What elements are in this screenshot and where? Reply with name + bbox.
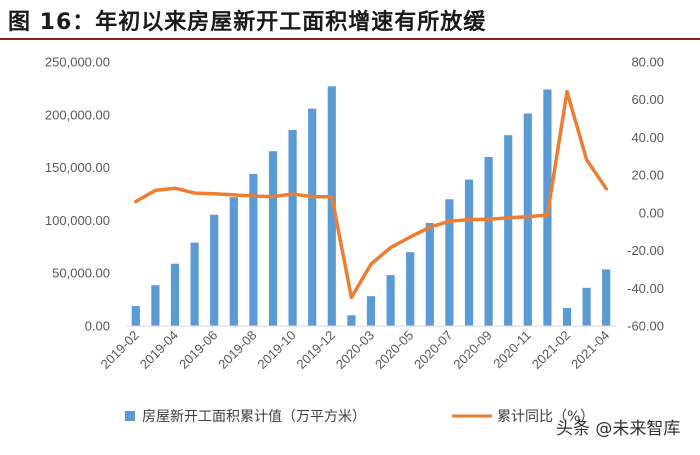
x-tick-label: 2020-03 [333,328,377,372]
x-tick-label: 2020-09 [450,328,494,372]
right-y-axis: -60.00 -40.00 -20.00 0.00 20.00 40.00 60.00 80.… [627,55,664,334]
bar-2019-10 [288,130,297,326]
bar-2019-06 [210,214,219,326]
yoy-line [134,89,608,300]
right-tick-label: 60.00 [631,92,664,107]
x-tick-label: 2019-06 [176,328,220,372]
right-tick-label: 0.00 [639,205,664,220]
x-tick-label: 2020-07 [411,328,455,372]
bar-2020-10 [504,135,513,326]
left-tick-label: 100,000.00 [45,213,110,228]
chart-title: 图 16：年初以来房屋新开工面积增速有所放缓 [8,10,487,35]
chart: 0.00 50,000.00 100,000.00 150,000.00 200,000… [45,55,664,426]
bar-2019-07 [229,197,238,326]
bar-2021-04 [602,269,611,326]
x-tick-label: 2019-10 [254,328,298,372]
bar-2019-09 [268,151,278,326]
bar-2020-04 [386,275,395,326]
bar-series [131,86,611,326]
bar-2019-02 [131,306,140,326]
x-axis: 2019-022019-042019-062019-082019-102019-… [98,325,616,372]
left-tick-label: 200,000.00 [45,107,110,122]
title-underline [0,38,700,40]
left-tick-label: 150,000.00 [45,160,110,175]
legend: 房屋新开工面积累计值（万平方米） 累计同比（%） [125,409,594,425]
legend-bar-label: 房屋新开工面积累计值（万平方米） [142,409,366,425]
left-tick-label: 0.00 [85,319,110,334]
bar-2020-06 [425,223,434,326]
bar-2019-05 [190,242,199,326]
bar-2019-12 [327,86,336,326]
x-tick-label: 2020-11 [490,328,534,372]
right-tick-label: -60.00 [627,319,664,334]
right-tick-label: 20.00 [631,168,664,183]
x-tick-label: 2021-04 [568,328,612,372]
right-tick-label: 40.00 [631,130,664,145]
legend-line-label: 累计同比（%） [497,409,594,425]
bar-2019-04 [170,263,180,326]
x-tick-label: 2020-05 [372,328,416,372]
figure-header: 图 16：年初以来房屋新开工面积增速有所放缓 [0,0,700,40]
bar-2019-08 [249,173,258,326]
bar-2019-11 [308,108,317,326]
bar-2020-05 [406,252,415,326]
left-tick-label: 250,000.00 [45,55,110,70]
right-tick-label: -40.00 [627,281,664,296]
bar-2020-09 [484,157,493,326]
bar-2020-11 [523,113,532,326]
x-tick-label: 2019-02 [98,328,142,372]
line-series [134,89,608,300]
left-y-axis: 0.00 50,000.00 100,000.00 150,000.00 200,000… [45,55,110,334]
bar-2020-07 [445,199,454,326]
legend-bar-swatch [125,411,135,421]
x-tick-label: 2019-08 [215,328,259,372]
x-tick-label: 2019-04 [137,328,181,372]
right-tick-label: 80.00 [631,55,664,70]
watermark: 头条 @未来智库 [556,419,681,439]
x-tick-label: 2021-02 [529,328,573,372]
left-tick-label: 50,000.00 [52,266,110,281]
bar-2019-03 [151,285,160,326]
bar-2021-03 [582,287,591,326]
bar-2020-08 [464,179,474,326]
right-tick-label: -20.00 [627,243,664,258]
x-tick-label: 2019-12 [294,328,338,372]
bar-2021-02 [562,308,572,326]
bar-2020-02 [347,315,356,326]
bar-2020-03 [366,296,376,326]
